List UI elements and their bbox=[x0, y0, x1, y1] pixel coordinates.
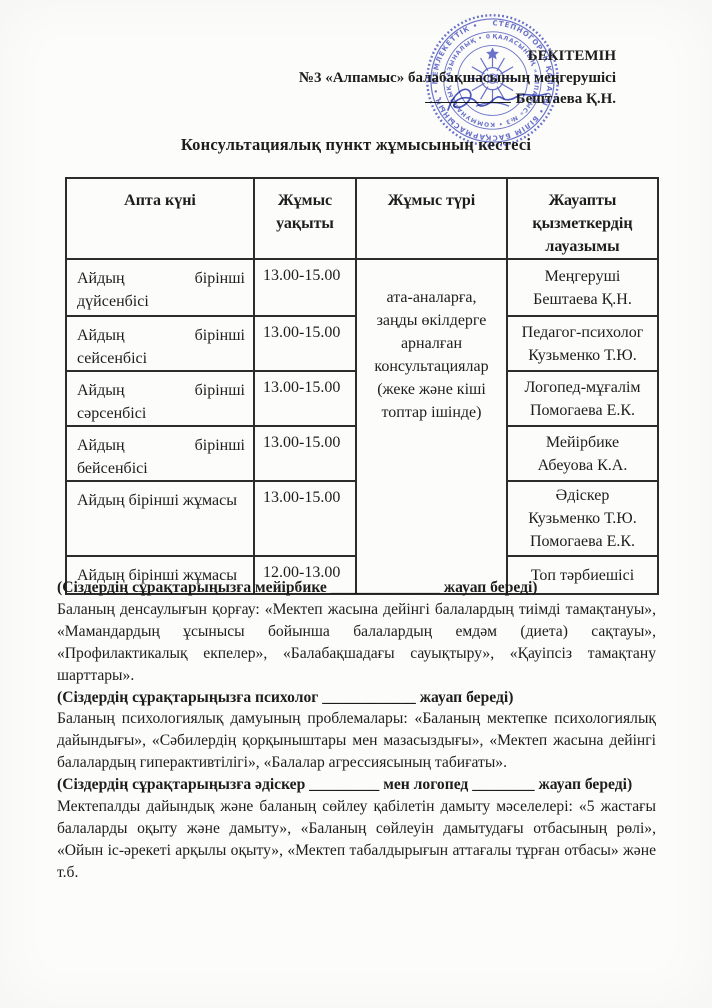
day-cell: Айдың бірінші жұмасы bbox=[65, 555, 255, 595]
stamp-emblem-icon bbox=[468, 47, 517, 107]
time-cell: 12.00-13.00 bbox=[253, 555, 357, 595]
col-header-responsible: Жауапты қызметкердің лауазымы bbox=[506, 177, 659, 260]
responsible-role: Әдіскер bbox=[555, 487, 610, 504]
time-cell: 13.00-15.00 bbox=[253, 258, 357, 317]
responsible-role: Логопед-мұғалім bbox=[524, 378, 641, 396]
time-cell: 13.00-15.00 bbox=[253, 370, 357, 427]
responsible-cell: Меңгеруші Бештаева Қ.Н. bbox=[506, 258, 659, 317]
time-cell: 13.00-15.00 bbox=[253, 425, 357, 482]
time-cell: 13.00-15.00 bbox=[253, 480, 357, 557]
responsible-role: Топ тәрбиешісі bbox=[530, 566, 635, 584]
responsible-cell: Логопед-мұғалім Помогаева Е.К. bbox=[506, 370, 659, 427]
info-paragraphs: (Сіздердің сұрақтарыңызға мейірбике ____… bbox=[57, 577, 656, 884]
day-cell: Айдың бірінші жұмасы bbox=[65, 480, 255, 557]
day-cell: Айдың бірінші дүйсенбісі bbox=[65, 258, 255, 317]
qa-body-methodist-logoped: Мектепалды дайындық және баланың сөйлеу … bbox=[57, 798, 656, 881]
schedule-table: Апта күні Жұмыс уақыты Жұмыс түрі Жауапт… bbox=[65, 177, 659, 595]
responsible-cell: Мейірбике Абеуова К.А. bbox=[506, 425, 659, 482]
responsible-names: Помогаева Е.К. bbox=[529, 401, 636, 419]
table-row: Айдың бірінші жұмасы 12.00-13.00 Топ тәр… bbox=[65, 555, 659, 595]
qa-lead-methodist-logoped: (Сіздердің сұрақтарыңызға әдіскер ______… bbox=[57, 776, 633, 794]
day-cell: Айдың бірінші бейсенбісі bbox=[65, 425, 255, 482]
day-cell: Айдың бірінші сейсенбісі bbox=[65, 315, 255, 372]
table-row: Айдың бірінші сейсенбісі 13.00-15.00 Пед… bbox=[65, 315, 659, 372]
responsible-role: Мейірбике bbox=[545, 433, 620, 451]
table-row: Айдың бірінші дүйсенбісі 13.00-15.00 ата… bbox=[65, 258, 659, 595]
qa-body-nurse: Баланың денсаулығын қорғау: «Мектеп жасы… bbox=[57, 600, 656, 684]
responsible-cell: Әдіскер Кузьменко Т.Ю. Помогаева Е.К. bbox=[506, 480, 659, 557]
table-header-row: Апта күні Жұмыс уақыты Жұмыс түрі Жауапт… bbox=[65, 177, 659, 260]
responsible-names: Абеуова К.А. bbox=[537, 456, 628, 474]
responsible-role: Меңгеруші bbox=[544, 267, 621, 285]
responsible-cell: Педагог-психолог Кузьменко Т.Ю. bbox=[506, 315, 659, 372]
table-row: Айдың бірінші сәрсенбісі 13.00-15.00 Лог… bbox=[65, 370, 659, 427]
table-row: Айдың бірінші жұмасы 13.00-15.00 Әдіскер… bbox=[65, 480, 659, 557]
qa-lead-nurse: (Сіздердің сұрақтарыңызға мейірбике ____… bbox=[57, 579, 538, 596]
official-stamp-icon: СТЕПНОГОРСК ҚАЛАСЫ • БІЛІМ БАСҚАРМАСЫНЫҢ… bbox=[419, 7, 559, 147]
approval-approve-label: БЕКІТЕМІН bbox=[527, 48, 616, 64]
signature-scribble-icon bbox=[447, 88, 547, 111]
responsible-names: Бештаева Қ.Н. bbox=[533, 290, 632, 308]
responsible-cell: Топ тәрбиешісі bbox=[506, 555, 659, 595]
day-cell: Айдың бірінші сәрсенбісі bbox=[65, 370, 255, 427]
time-cell: 13.00-15.00 bbox=[253, 315, 357, 372]
work-type-merged-cell: ата-аналарға, заңды өкілдерге арналған к… bbox=[355, 258, 508, 595]
responsible-role: Педагог-психолог bbox=[521, 323, 644, 341]
qa-body-psychologist: Баланың психологиялық дамуының проблемал… bbox=[57, 710, 656, 772]
responsible-names: Кузьменко Т.Ю. Помогаева Е.К. bbox=[528, 510, 637, 550]
approval-position-line: №3 «Алпамыс» балабақшасының меңгерушісі bbox=[298, 69, 616, 86]
page-title: Консультациялық пункт жұмысының кестесі bbox=[180, 135, 532, 154]
col-header-weekday: Апта күні bbox=[65, 177, 255, 260]
responsible-names: Кузьменко Т.Ю. bbox=[528, 346, 637, 364]
col-header-work-type: Жұмыс түрі bbox=[355, 177, 508, 260]
col-header-work-time: Жұмыс уақыты bbox=[253, 177, 357, 260]
table-row: Айдың бірінші бейсенбісі 13.00-15.00 Мей… bbox=[65, 425, 659, 482]
qa-lead-psychologist: (Сіздердің сұрақтарыңызға психолог _____… bbox=[57, 688, 514, 706]
